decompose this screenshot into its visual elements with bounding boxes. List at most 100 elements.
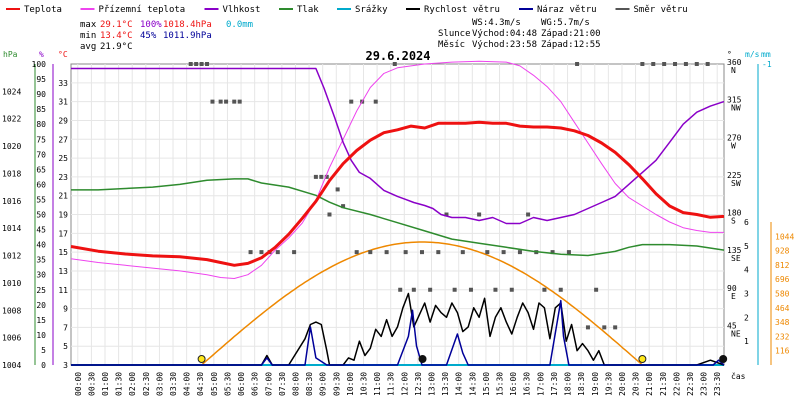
sun-label: Slunce	[438, 29, 471, 39]
moonrise-marker	[719, 355, 728, 363]
wind-direction-point	[485, 250, 490, 255]
wind-direction-point	[452, 287, 457, 292]
wind-direction-point	[319, 174, 324, 179]
x-tick-label: 18:30	[577, 372, 586, 396]
x-tick-label: 13:00	[428, 372, 437, 396]
x-tick-label: 07:00	[264, 372, 273, 396]
legend-label: Náraz větru	[537, 5, 597, 15]
celsius-tick-label: 19	[58, 211, 68, 220]
x-tick-label: 07:30	[278, 372, 287, 396]
moonset-marker	[418, 355, 427, 363]
dir-tick-name: E	[731, 292, 736, 301]
x-tick-label: 11:30	[387, 372, 396, 396]
x-tick-label: 00:00	[74, 372, 83, 396]
x-tick-label: 00:30	[87, 372, 96, 396]
wind-direction-point	[517, 250, 522, 255]
x-tick-label: 16:00	[509, 372, 518, 396]
x-tick-label: 08:30	[305, 372, 314, 396]
moon-set: Západ:12:55	[541, 40, 601, 50]
legend-label: Směr větru	[634, 5, 688, 15]
pct-tick-label: 35	[36, 256, 46, 265]
dir-tick-deg: 180	[727, 209, 742, 218]
x-tick-label: 05:00	[210, 372, 219, 396]
x-tick-label: 23:00	[700, 372, 709, 396]
celsius-tick-label: 13	[58, 267, 68, 276]
wind-direction-point	[327, 212, 332, 217]
x-tick-label: 15:30	[496, 372, 505, 396]
wind-tick-label: 5	[744, 242, 749, 251]
celsius-axis-unit: °C	[58, 50, 68, 59]
x-tick-label: 01:30	[115, 372, 124, 396]
wind-direction-point	[368, 250, 373, 255]
wind-direction-point	[384, 250, 389, 255]
wind-direction-point	[651, 62, 656, 66]
celsius-tick-label: 7	[63, 323, 68, 332]
sun-set: Západ:21:00	[541, 29, 601, 39]
x-tick-label: 22:30	[686, 372, 695, 396]
pct-tick-label: 90	[36, 90, 46, 99]
x-tick-label: 11:00	[373, 372, 382, 396]
x-tick-label: 19:00	[591, 372, 600, 396]
pct-tick-label: 5	[41, 346, 46, 355]
legend-label: Tlak	[297, 5, 319, 15]
series-line-temp	[70, 120, 725, 267]
wind-direction-point	[419, 250, 424, 255]
x-tick-label: 17:30	[550, 372, 559, 396]
wind-direction-point	[373, 99, 378, 104]
pct-tick-label: 20	[36, 301, 46, 310]
dir-tick-name: N	[731, 66, 736, 75]
wind-direction-point	[694, 62, 699, 66]
x-tick-label: 10:30	[359, 372, 368, 396]
stat-max-hum: 100%	[140, 20, 162, 30]
wind-direction-point	[403, 250, 408, 255]
stat-min-temp: 13.4°C	[100, 31, 133, 41]
wind-direction-point	[460, 250, 465, 255]
pct-tick-label: 10	[36, 331, 46, 340]
wind-direction-point	[575, 62, 580, 66]
solar-tick-label: 1044	[775, 232, 794, 241]
wind-direction-point	[188, 62, 193, 66]
wind-direction-point	[509, 287, 514, 292]
wind-tick-label: 1	[744, 337, 749, 346]
x-tick-label: 10:00	[346, 372, 355, 396]
wind-direction-point	[194, 62, 199, 66]
series-line-hum	[71, 67, 725, 225]
solar-tick-label: 232	[775, 332, 790, 341]
wind-direction-point	[436, 250, 441, 255]
pct-tick-label: 100	[32, 60, 47, 69]
x-tick-label: 16:30	[523, 372, 532, 396]
celsius-tick-label: 25	[58, 154, 68, 163]
wind-tick-label: 2	[744, 313, 749, 322]
x-tick-label: 15:00	[482, 372, 491, 396]
x-tick-label: 02:00	[128, 372, 137, 396]
dir-tick-name: S	[731, 217, 736, 226]
dir-tick-name: W	[731, 141, 736, 150]
wind-direction-point	[493, 287, 498, 292]
wind-direction-point	[558, 287, 563, 292]
wind-direction-point	[542, 287, 547, 292]
dir-tick-deg: 90	[727, 284, 737, 293]
dir-tick-name: SE	[731, 254, 741, 263]
celsius-tick-label: 9	[63, 305, 68, 314]
celsius-tick-label: 31	[58, 98, 68, 107]
pct-tick-label: 15	[36, 316, 46, 325]
dir-tick-name: NW	[731, 104, 741, 113]
wind-direction-point	[468, 287, 473, 292]
wind-direction-point	[594, 287, 599, 292]
wind-direction-point	[313, 174, 318, 179]
x-tick-label: 12:30	[414, 372, 423, 396]
wind-direction-point	[292, 250, 297, 255]
x-tick-label: 20:30	[632, 372, 641, 396]
rain-axis-top-label: -1	[762, 60, 772, 69]
pct-tick-label: 80	[36, 120, 46, 129]
x-tick-label: 02:30	[142, 372, 151, 396]
x-tick-label: 04:00	[183, 372, 192, 396]
celsius-tick-label: 27	[58, 135, 68, 144]
solar-tick-label: 464	[775, 304, 790, 313]
wind-direction-point	[566, 250, 571, 255]
x-tick-label: 09:00	[319, 372, 328, 396]
celsius-tick-label: 11	[58, 286, 68, 295]
wind-tick-label: 4	[744, 266, 749, 275]
solar-tick-label: 580	[775, 290, 790, 299]
wind-direction-point	[218, 99, 223, 104]
